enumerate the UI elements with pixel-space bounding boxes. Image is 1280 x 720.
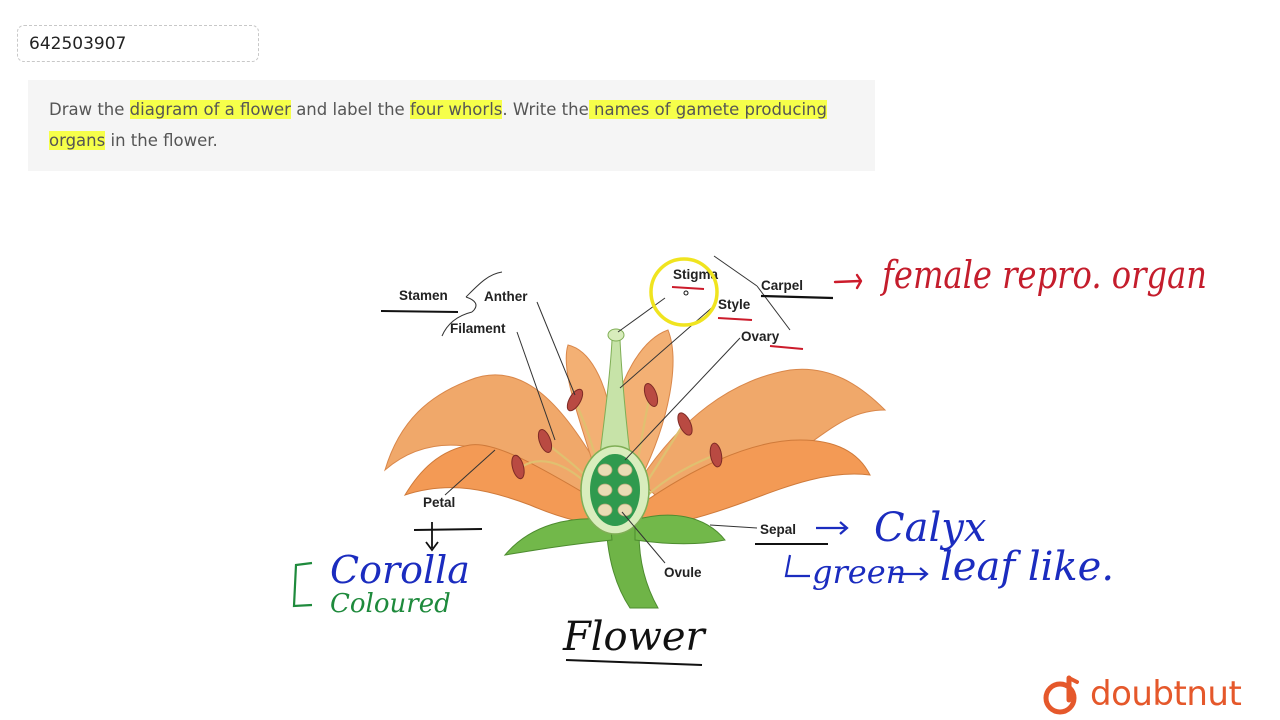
doubtnut-logo: doubtnut <box>1040 672 1242 716</box>
bracket-green <box>784 554 810 578</box>
label-petal: Petal <box>423 495 455 510</box>
caption-flower: Flower <box>562 614 708 660</box>
question-highlight: four whorls <box>409 100 503 119</box>
annotation-female-organ: female repro. organ <box>879 253 1207 297</box>
anthers <box>511 383 723 480</box>
arrow-petal <box>425 522 439 552</box>
question-text: Draw the diagram of a flower and label t… <box>49 94 855 156</box>
question-id-box: 642503907 <box>17 25 259 62</box>
arrow-green <box>890 567 929 581</box>
annotation-leaf-like: leaf like. <box>940 544 1114 590</box>
question-highlight: diagram of a flower <box>129 100 291 119</box>
bracket-corolla <box>292 561 313 608</box>
label-ovary: Ovary <box>741 329 780 344</box>
arrow-sepal <box>816 521 849 535</box>
annotation-coloured: Coloured <box>330 589 451 619</box>
ovary-chamber <box>590 454 640 526</box>
sepal-left <box>503 518 613 556</box>
underline-stigma <box>671 286 705 290</box>
question-panel: Draw the diagram of a flower and label t… <box>28 80 875 171</box>
label-sepal: Sepal <box>760 522 796 537</box>
label-ovule: Ovule <box>664 565 702 580</box>
question-segment: and label the <box>290 100 410 119</box>
ovules <box>597 463 633 517</box>
underline-carpel <box>760 294 834 300</box>
underline-stamen <box>380 310 459 313</box>
petal-front-right <box>639 439 871 529</box>
sepal-right <box>634 514 726 545</box>
annotation-green: green <box>812 553 906 591</box>
underline-petal <box>413 528 483 531</box>
doubtnut-d-icon <box>1043 675 1079 715</box>
caption-underline <box>565 659 703 666</box>
flower-stem <box>605 514 659 609</box>
question-segment: . Write the <box>502 100 589 119</box>
label-carpel: Carpel <box>761 278 803 293</box>
leader-lines <box>441 255 791 564</box>
question-segment: in the flower. <box>105 131 218 150</box>
annotation-calyx: Calyx <box>874 505 986 551</box>
logo-text: doubtnut <box>1090 674 1242 714</box>
label-style: Style <box>718 297 751 312</box>
label-filament: Filament <box>450 321 506 336</box>
question-segment: Draw the <box>49 100 130 119</box>
underline-ovary <box>769 345 804 350</box>
label-stamen: Stamen <box>399 288 448 303</box>
highlight-circle <box>649 257 719 327</box>
question-id: 642503907 <box>29 34 127 54</box>
stigma <box>607 328 625 342</box>
label-anther: Anther <box>484 289 528 304</box>
annotation-corolla: Corolla <box>330 548 470 592</box>
arrow-carpel <box>833 273 863 290</box>
underline-style <box>717 317 753 321</box>
cursor-dot <box>683 290 689 296</box>
